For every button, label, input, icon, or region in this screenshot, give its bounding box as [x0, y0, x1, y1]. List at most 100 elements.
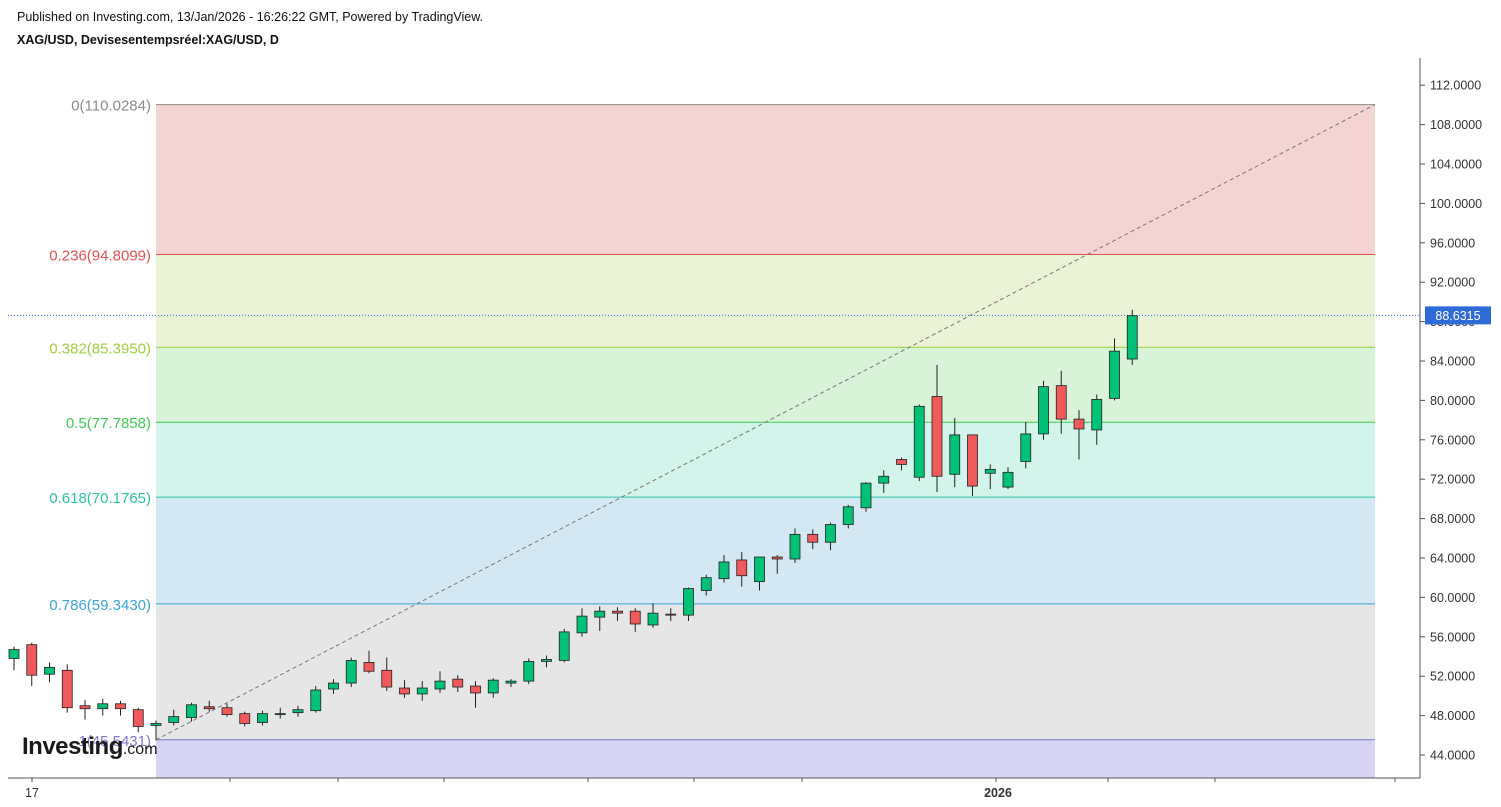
candle-body-up — [257, 713, 268, 723]
price-tick-label: 64.0000 — [1430, 552, 1475, 566]
candle — [1002, 467, 1014, 490]
candle — [79, 699, 91, 720]
price-tick-label: 104.0000 — [1430, 158, 1482, 172]
fib-zone — [156, 254, 1375, 348]
fib-zone — [156, 347, 1375, 423]
candle-body-up — [860, 482, 872, 509]
candle — [434, 671, 446, 693]
candle-body-down — [665, 613, 677, 616]
time-axis[interactable]: 17 2026 — [8, 777, 1420, 800]
logo-text: Investing — [22, 733, 123, 760]
candle — [523, 658, 535, 685]
candle — [239, 711, 251, 727]
candle-body-down — [381, 669, 393, 688]
candle-body-down — [612, 610, 623, 614]
candle — [221, 703, 233, 717]
candle-body-up — [594, 610, 606, 618]
candle — [8, 646, 20, 671]
price-tick-label: 72.0000 — [1430, 473, 1475, 487]
candle-body-up — [878, 475, 890, 484]
fib-zone — [156, 739, 1375, 778]
candle — [381, 657, 393, 691]
price-tick-label: 92.0000 — [1430, 276, 1475, 290]
candle — [44, 662, 55, 683]
candle — [594, 606, 606, 631]
candle — [825, 522, 836, 551]
last-price-badge-bg — [1425, 306, 1491, 325]
candle — [1038, 380, 1049, 440]
candle-body-up — [1109, 350, 1120, 399]
candle-body-up — [984, 468, 996, 474]
candle-body-up — [541, 659, 552, 662]
candle-body-down — [470, 685, 481, 694]
candle-body-up — [1038, 386, 1049, 435]
candle — [700, 574, 712, 596]
candle-body-down — [967, 434, 978, 487]
candle — [150, 720, 162, 741]
candle-body-down — [61, 669, 73, 709]
candle — [1126, 309, 1138, 365]
candle — [913, 404, 925, 482]
candle-body-up — [416, 687, 428, 695]
fib-level-label: 1(45.5431) — [78, 733, 151, 750]
candle-body-up — [949, 434, 961, 475]
candle — [683, 587, 694, 622]
price-tick-label: 100.0000 — [1430, 197, 1482, 211]
candle-body-up — [434, 680, 446, 690]
candle-body-down — [26, 644, 38, 676]
candle — [842, 504, 854, 529]
time-tick-label: 2026 — [984, 786, 1012, 800]
candle-body-down — [931, 396, 943, 477]
fib-zone — [156, 497, 1375, 604]
candle — [541, 655, 552, 668]
price-axis[interactable]: 44.0000 48.0000 52.0000 56.0000 60.0000 64.00… — [1419, 58, 1482, 778]
candle — [754, 556, 765, 591]
candle — [97, 698, 109, 716]
price-tick-label: 96.0000 — [1430, 236, 1475, 250]
price-tick-label: 76.0000 — [1430, 433, 1475, 447]
candle-body-up — [558, 631, 570, 661]
candle — [612, 607, 623, 622]
price-tick-label: 56.0000 — [1430, 630, 1475, 644]
candle-body-down — [132, 709, 144, 727]
price-tick-label: 48.0000 — [1430, 709, 1475, 723]
price-tick-label: 52.0000 — [1430, 670, 1475, 684]
candle — [984, 464, 996, 490]
candle — [26, 642, 38, 687]
candle — [860, 482, 872, 512]
candle-body-up — [345, 660, 357, 684]
candle-body-down — [115, 703, 126, 710]
last-price-badge: 88.6315 — [1425, 306, 1491, 325]
candle — [789, 528, 801, 563]
candle — [274, 707, 286, 719]
candle — [345, 657, 357, 688]
fib-level-label: 0.786(59.3430) — [49, 597, 151, 614]
candle — [878, 470, 890, 493]
candle-body-down — [736, 559, 748, 577]
fib-zone — [156, 422, 1375, 498]
candle — [1020, 422, 1032, 469]
candle-body-up — [754, 556, 765, 583]
candle-body-down — [399, 687, 410, 695]
candle-body-down — [629, 610, 641, 625]
fib-trend-line — [155, 104, 1376, 741]
candle-body-up — [1002, 471, 1014, 488]
candle — [736, 552, 748, 587]
candle-body-down — [203, 706, 215, 710]
candle-body-down — [771, 556, 783, 560]
last-price-badge-label: 88.6315 — [1435, 309, 1480, 323]
candle-body-down — [1073, 418, 1085, 430]
time-tick-label: 17 — [25, 786, 39, 800]
candle — [168, 709, 180, 726]
candle-body-up — [1126, 315, 1138, 360]
candlestick-series[interactable] — [8, 309, 1138, 741]
fib-level-label: 0.5(77.7858) — [66, 415, 151, 432]
fib-level-label: 0.236(94.8099) — [49, 248, 151, 265]
candle-body-up — [683, 588, 694, 616]
candle-body-up — [718, 561, 730, 580]
candle-body-down — [239, 713, 251, 724]
candle — [647, 603, 659, 628]
candle — [257, 710, 268, 726]
candle-body-up — [44, 666, 55, 675]
candle — [807, 529, 819, 550]
